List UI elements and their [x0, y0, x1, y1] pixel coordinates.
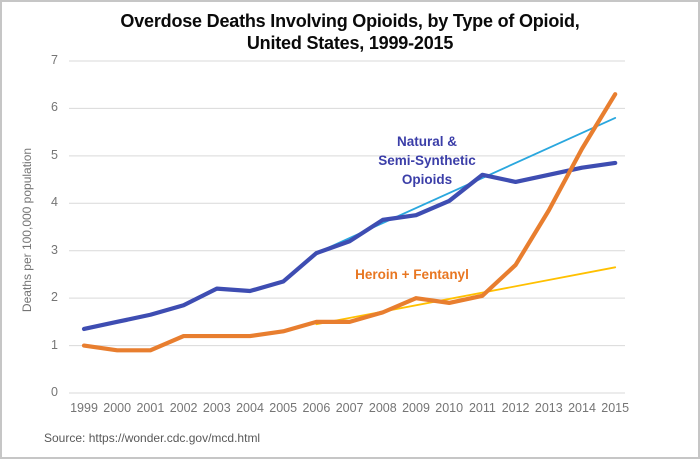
y-tick-label-0: 0 [51, 385, 58, 399]
x-tick-label-2006: 2006 [302, 401, 331, 415]
x-tick-label-2014: 2014 [568, 401, 596, 415]
series-label-line: Heroin + Fentanyl [355, 267, 469, 282]
x-tick-label-1999: 1999 [70, 401, 98, 415]
x-tick-label-2008: 2008 [368, 401, 397, 415]
series-label-line: Opioids [401, 172, 453, 187]
series-label-heroin-fentanyl: Heroin + Fentanyl [355, 265, 469, 284]
y-tick-label-4: 4 [51, 195, 58, 210]
y-tick-label-6: 6 [51, 100, 58, 115]
line-heroin-fentanyl [81, 92, 618, 353]
x-tick-label-2002: 2002 [169, 401, 198, 415]
y-tick-label-2: 2 [51, 290, 58, 305]
source-note: Source: https://wonder.cdc.gov/mcd.html [44, 431, 261, 445]
x-tick-label-2012: 2012 [501, 401, 530, 415]
series-label-line: Semi-Synthetic [378, 153, 476, 168]
y-tick-label-5: 5 [51, 147, 58, 162]
x-tick-label-2009: 2009 [402, 401, 430, 415]
x-tick-label-2007: 2007 [335, 401, 364, 415]
chart-title-line1: Overdose Deaths Involving Opioids, by Ty… [120, 11, 580, 31]
x-tick-label-2001: 2001 [136, 401, 165, 415]
x-tick-label-2010: 2010 [435, 401, 464, 415]
line-natural-semisynthetic-opioids [81, 160, 618, 332]
x-tick-label-2013: 2013 [534, 401, 563, 415]
x-tick-label-2005: 2005 [269, 401, 298, 415]
x-tick-label-2000: 2000 [103, 401, 132, 415]
series-label-natural-semisynthetic-opioids: Natural & Semi-Synthetic Opioids [378, 132, 476, 189]
x-tick-label-2015: 2015 [601, 401, 630, 415]
series-label-line: Natural & [396, 134, 457, 149]
y-tick-label-3: 3 [51, 242, 58, 257]
y-tick-label-7: 7 [51, 53, 58, 67]
x-tick-label-2004: 2004 [236, 401, 264, 415]
chart-title: Overdose Deaths Involving Opioids, by Ty… [2, 10, 698, 54]
chart-title-line2: United States, 1999-2015 [246, 33, 454, 53]
x-tick-label-2011: 2011 [468, 401, 496, 415]
trendline-heroin-fentanyl [315, 266, 617, 326]
x-tick-label-2003: 2003 [202, 401, 231, 415]
y-tick-label-1: 1 [51, 337, 58, 352]
